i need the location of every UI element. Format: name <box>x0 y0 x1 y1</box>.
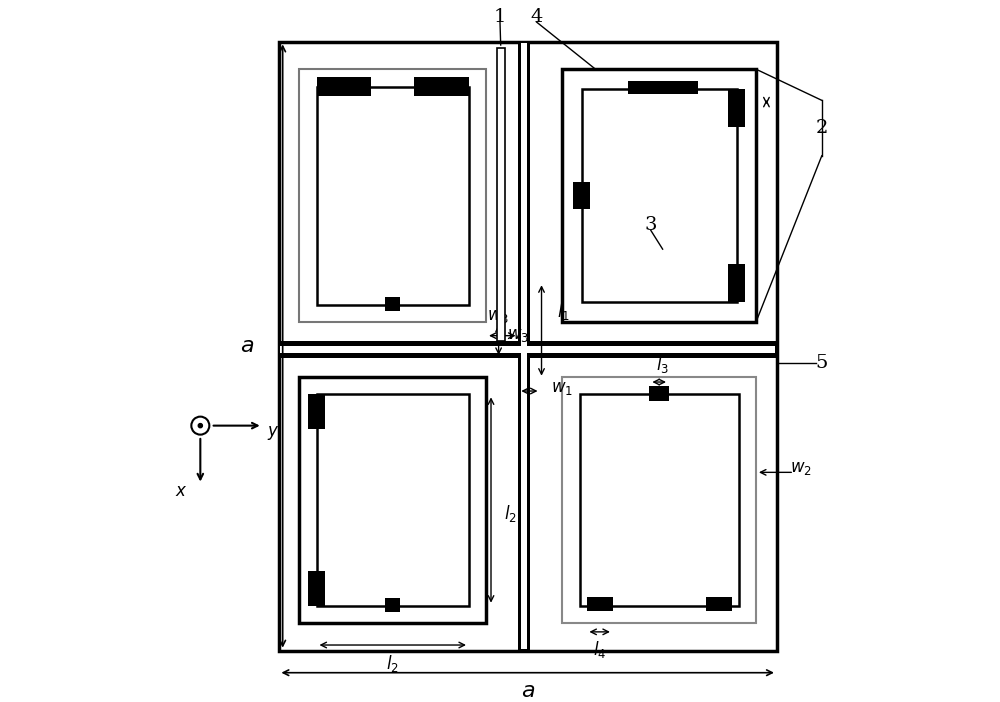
Bar <box>649 386 669 402</box>
Text: $l_2$: $l_2$ <box>386 653 399 673</box>
Bar <box>308 395 325 429</box>
Circle shape <box>198 423 202 428</box>
Bar <box>279 41 777 651</box>
Bar <box>518 41 530 651</box>
Text: $x$: $x$ <box>175 483 187 500</box>
Bar <box>280 346 775 353</box>
Text: $l_1$: $l_1$ <box>557 301 570 322</box>
Bar <box>587 597 613 611</box>
Text: $l_3$: $l_3$ <box>656 354 669 375</box>
Bar <box>706 597 732 611</box>
Bar <box>521 43 527 649</box>
Bar <box>573 183 590 208</box>
Text: 4: 4 <box>530 8 543 26</box>
Bar <box>587 597 613 611</box>
Text: $a$: $a$ <box>240 335 254 357</box>
Bar <box>299 377 486 623</box>
Bar <box>317 395 469 606</box>
Text: $l_4$: $l_4$ <box>593 639 606 660</box>
Text: 3: 3 <box>645 216 657 234</box>
Bar <box>385 297 400 310</box>
Bar <box>308 571 325 606</box>
Bar <box>385 598 400 611</box>
Bar <box>580 395 739 606</box>
Bar <box>562 377 756 623</box>
Text: $w_1$: $w_1$ <box>551 380 573 397</box>
Bar <box>497 48 505 341</box>
Bar <box>414 77 469 95</box>
Bar <box>317 86 469 305</box>
Bar <box>582 88 737 303</box>
Text: $l_2$: $l_2$ <box>504 503 517 524</box>
Bar <box>728 265 745 303</box>
Text: $w_2$: $w_2$ <box>790 461 812 477</box>
Text: 5: 5 <box>816 355 828 372</box>
Text: $y$: $y$ <box>267 423 279 442</box>
Bar <box>317 77 371 95</box>
Bar <box>299 69 486 322</box>
Text: 1: 1 <box>494 8 506 26</box>
Bar <box>628 81 698 93</box>
Text: $a$: $a$ <box>521 680 535 702</box>
Bar <box>562 69 756 322</box>
Bar <box>728 88 745 126</box>
Text: $w_3$: $w_3$ <box>507 327 529 344</box>
Text: $w_3$: $w_3$ <box>487 307 509 325</box>
Bar <box>279 341 777 358</box>
Text: 2: 2 <box>816 119 828 137</box>
